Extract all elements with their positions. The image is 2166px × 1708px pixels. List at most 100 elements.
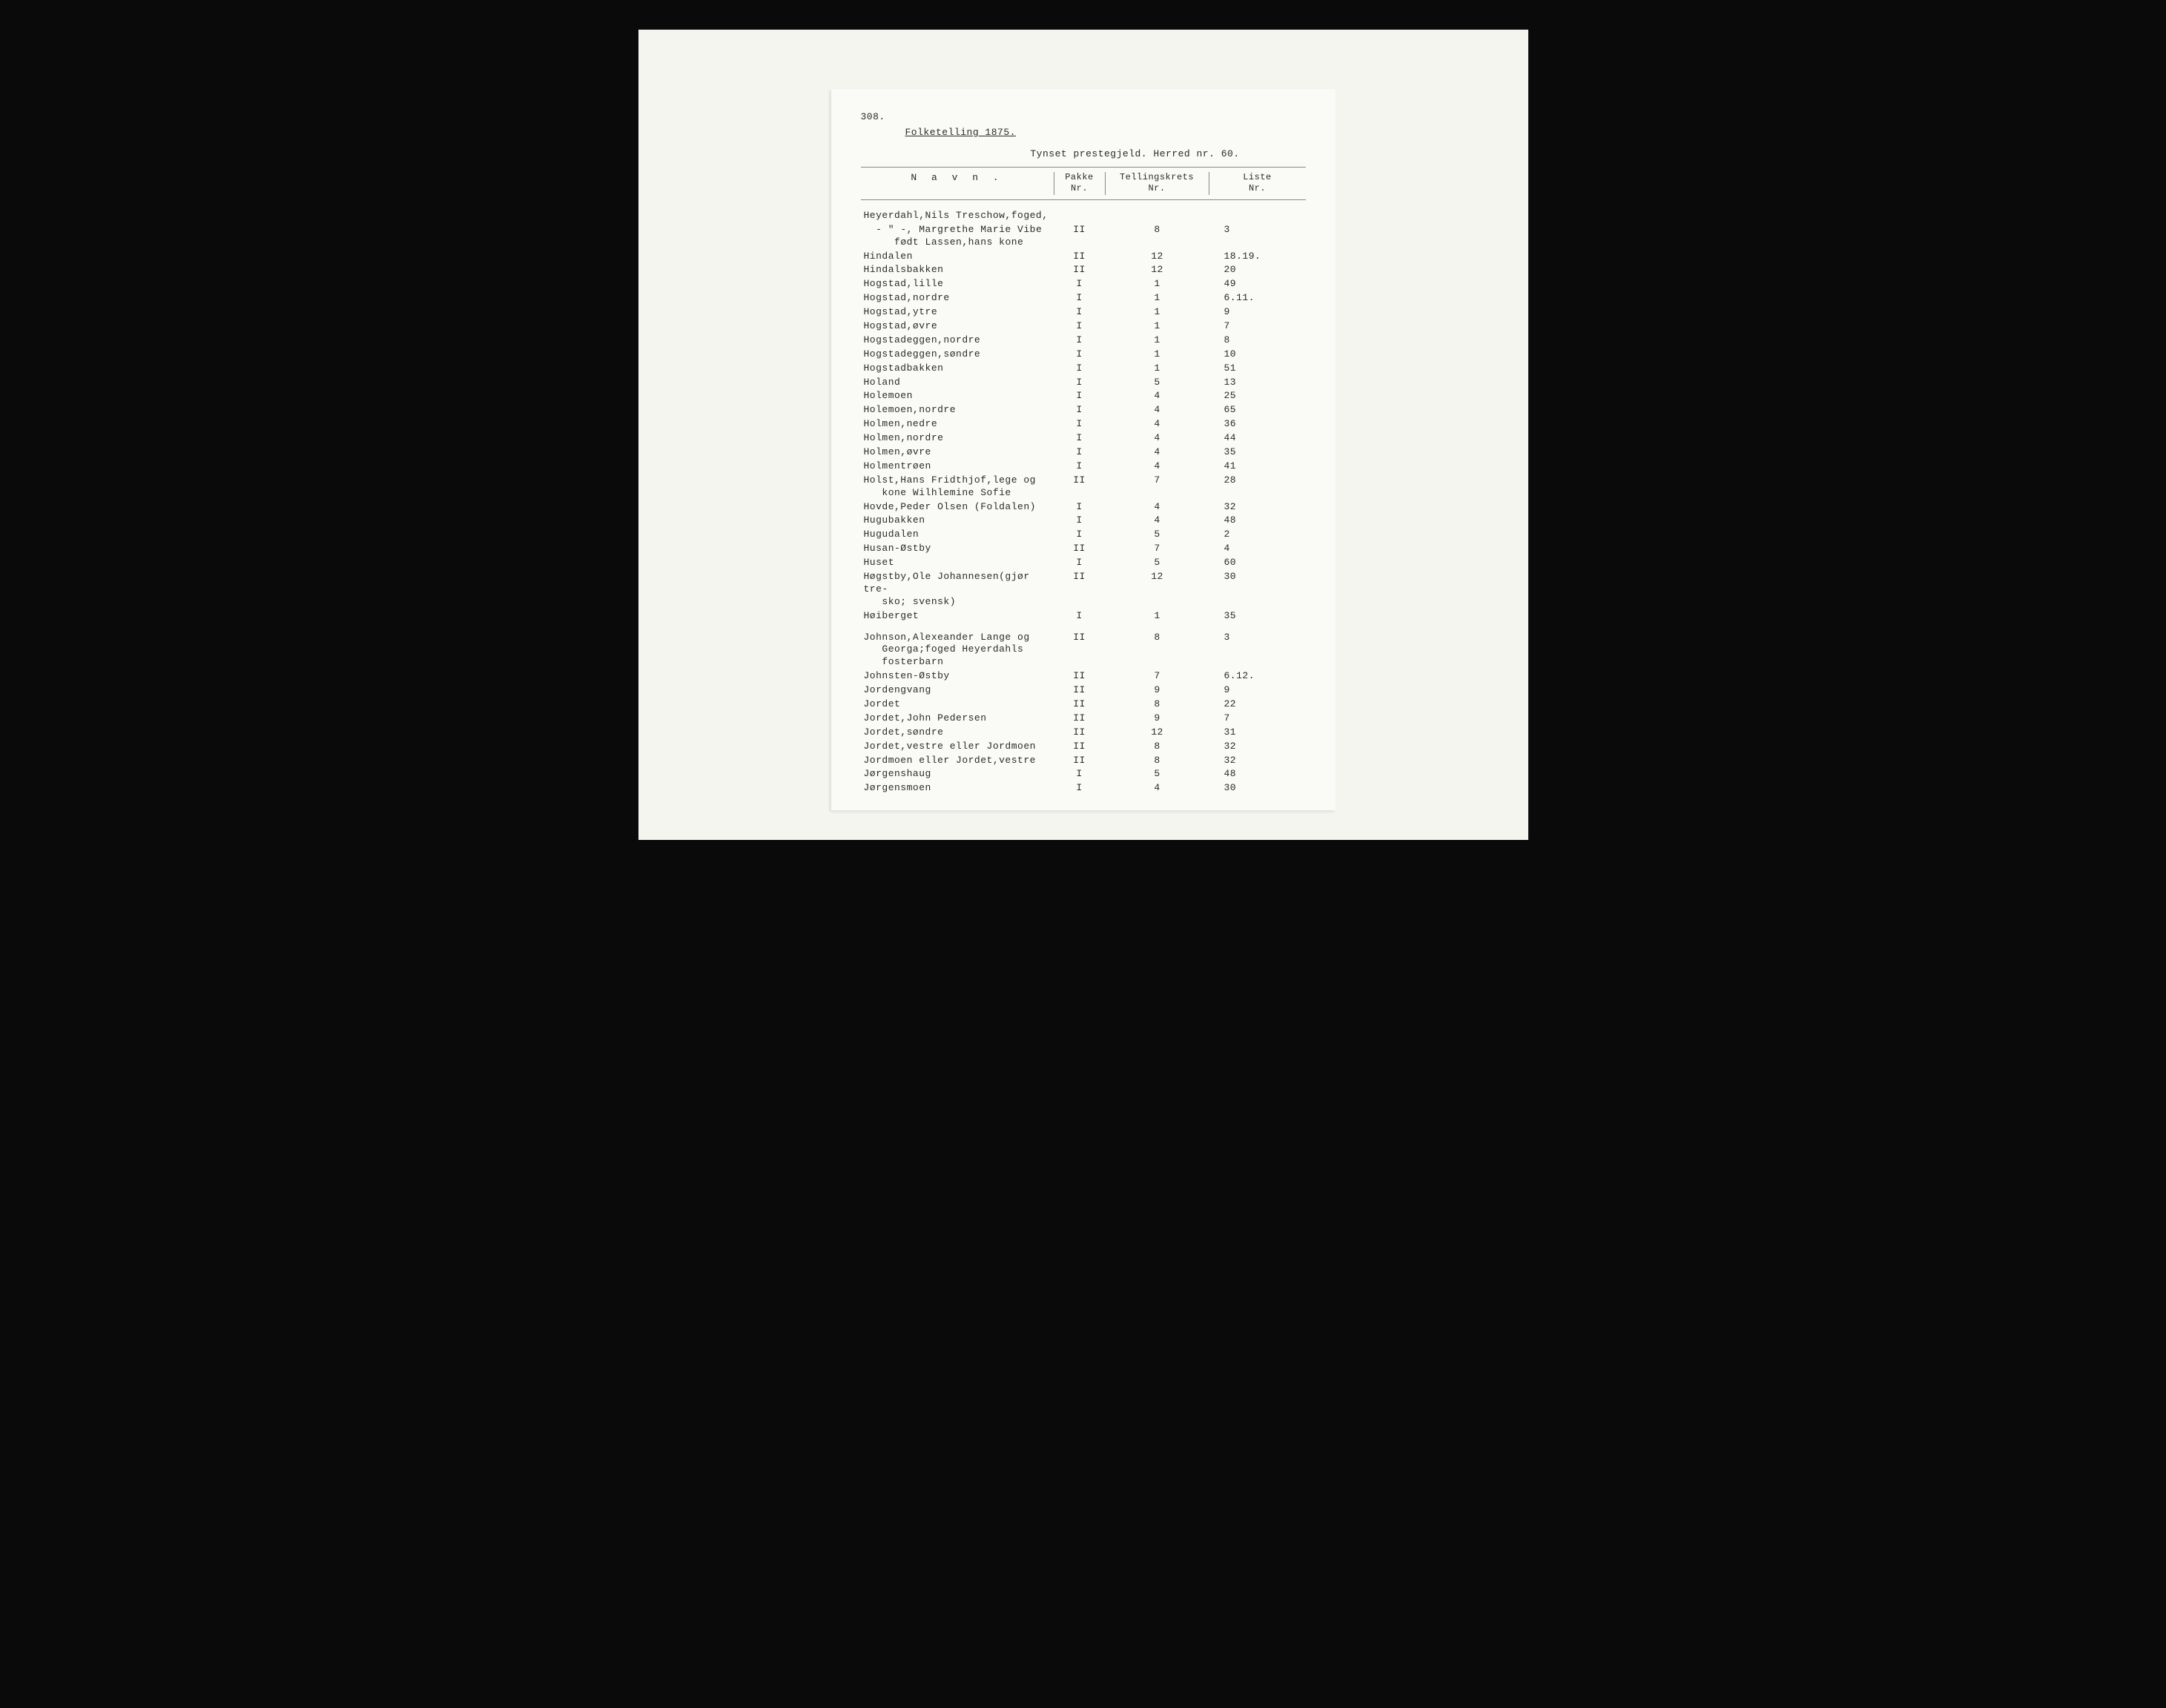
cell-name: Hindalsbakken <box>861 264 1054 277</box>
cell-telling: 12 <box>1106 571 1209 609</box>
cell-telling: 9 <box>1106 684 1209 697</box>
cell-pakke: II <box>1054 684 1106 697</box>
cell-telling: 4 <box>1106 418 1209 431</box>
cell-pakke: I <box>1054 418 1106 431</box>
table-row: Holst,Hans Fridthjof,lege og kone Wilhle… <box>861 474 1306 500</box>
cell-liste: 3 <box>1209 224 1306 249</box>
table-row: HugubakkenI448 <box>861 514 1306 528</box>
cell-liste: 60 <box>1209 557 1306 569</box>
document-title: Folketelling 1875. <box>905 127 1306 139</box>
cell-liste: 65 <box>1209 404 1306 417</box>
cell-name: Holand <box>861 377 1054 389</box>
table-row: HøibergetI135 <box>861 609 1306 623</box>
cell-liste: 35 <box>1209 446 1306 459</box>
cell-liste: 32 <box>1209 755 1306 767</box>
cell-telling: 5 <box>1106 768 1209 781</box>
cell-name: Hogstadeggen,nordre <box>861 334 1054 347</box>
table-row: Holmen,øvreI435 <box>861 446 1306 460</box>
cell-name: Holemoen <box>861 390 1054 403</box>
table-row: Husan-ØstbyII74 <box>861 542 1306 556</box>
cell-pakke: I <box>1054 334 1106 347</box>
cell-telling: 1 <box>1106 348 1209 361</box>
cell-liste: 9 <box>1209 684 1306 697</box>
cell-telling: 8 <box>1106 698 1209 711</box>
cell-pakke: II <box>1054 632 1106 669</box>
cell-pakke: II <box>1054 698 1106 711</box>
cell-telling: 4 <box>1106 460 1209 473</box>
table-row: HogstadbakkenI151 <box>861 362 1306 376</box>
table-row: JørgenshaugI548 <box>861 767 1306 781</box>
cell-telling: 5 <box>1106 377 1209 389</box>
cell-name: Jordet <box>861 698 1054 711</box>
table-row: HugudalenI52 <box>861 528 1306 542</box>
table-row: JordetII822 <box>861 698 1306 712</box>
cell-liste <box>1209 210 1306 222</box>
cell-name: Johnson,Alexeander Lange og Georga;foged… <box>861 632 1054 669</box>
cell-liste: 9 <box>1209 306 1306 319</box>
cell-pakke: II <box>1054 741 1106 753</box>
cell-telling <box>1106 210 1209 222</box>
cell-liste: 28 <box>1209 474 1306 500</box>
cell-name: Holmen,øvre <box>861 446 1054 459</box>
cell-liste: 7 <box>1209 320 1306 333</box>
cell-pakke: I <box>1054 404 1106 417</box>
cell-name: Holmentrøen <box>861 460 1054 473</box>
cell-pakke: II <box>1054 224 1106 249</box>
table-row: Holemoen,nordreI465 <box>861 403 1306 417</box>
cell-telling: 1 <box>1106 278 1209 291</box>
cell-telling: 4 <box>1106 501 1209 514</box>
table-row: Holmen,nordreI444 <box>861 431 1306 446</box>
table-row: - " -, Margrethe Marie Vibe født Lassen,… <box>861 223 1306 250</box>
table-body: Heyerdahl,Nils Treschow,foged, - " -, Ma… <box>861 209 1306 795</box>
cell-pakke: I <box>1054 460 1106 473</box>
table-row: Jordet,vestre eller JordmoenII832 <box>861 740 1306 754</box>
table-row: Hogstad,nordreI16.11. <box>861 291 1306 305</box>
cell-pakke: II <box>1054 543 1106 555</box>
cell-name: Husan-Østby <box>861 543 1054 555</box>
cell-telling: 8 <box>1106 755 1209 767</box>
cell-name: Hovde,Peder Olsen (Foldalen) <box>861 501 1054 514</box>
cell-name: Hugubakken <box>861 514 1054 527</box>
cell-liste: 22 <box>1209 698 1306 711</box>
cell-telling: 7 <box>1106 543 1209 555</box>
cell-pakke: I <box>1054 348 1106 361</box>
table-row: HusetI560 <box>861 556 1306 570</box>
table-row: Heyerdahl,Nils Treschow,foged, <box>861 209 1306 223</box>
cell-pakke: II <box>1054 264 1106 277</box>
cell-telling: 7 <box>1106 670 1209 683</box>
cell-liste: 7 <box>1209 712 1306 725</box>
cell-pakke: I <box>1054 446 1106 459</box>
table-row: Hogstad,lilleI149 <box>861 277 1306 291</box>
cell-pakke: I <box>1054 390 1106 403</box>
cell-name: Holemoen,nordre <box>861 404 1054 417</box>
cell-pakke: I <box>1054 529 1106 541</box>
cell-telling: 5 <box>1106 557 1209 569</box>
cell-name: Høgstby,Ole Johannesen(gjør tre- sko; sv… <box>861 571 1054 609</box>
cell-liste: 51 <box>1209 363 1306 375</box>
cell-telling: 8 <box>1106 632 1209 669</box>
cell-name: Jordengvang <box>861 684 1054 697</box>
table-row: Jordet,søndreII1231 <box>861 726 1306 740</box>
cell-pakke: I <box>1054 377 1106 389</box>
cell-pakke: I <box>1054 363 1106 375</box>
cell-name: Hogstad,nordre <box>861 292 1054 305</box>
cell-liste: 30 <box>1209 782 1306 795</box>
cell-name: Hindalen <box>861 251 1054 263</box>
cell-name: Heyerdahl,Nils Treschow,foged, <box>861 210 1054 222</box>
cell-telling: 4 <box>1106 404 1209 417</box>
cell-liste: 8 <box>1209 334 1306 347</box>
cell-name: Hogstadeggen,søndre <box>861 348 1054 361</box>
header-pakke: Pakke Nr. <box>1054 172 1106 195</box>
cell-telling: 5 <box>1106 529 1209 541</box>
cell-telling: 7 <box>1106 474 1209 500</box>
table-row: Holmen,nedreI436 <box>861 417 1306 431</box>
cell-telling: 4 <box>1106 432 1209 445</box>
cell-name: Jørgenshaug <box>861 768 1054 781</box>
cell-liste: 25 <box>1209 390 1306 403</box>
cell-pakke: I <box>1054 782 1106 795</box>
cell-pakke: II <box>1054 726 1106 739</box>
cell-telling: 1 <box>1106 334 1209 347</box>
cell-name: Jordet,søndre <box>861 726 1054 739</box>
table-row: HindalsbakkenII1220 <box>861 263 1306 277</box>
cell-name: Huset <box>861 557 1054 569</box>
